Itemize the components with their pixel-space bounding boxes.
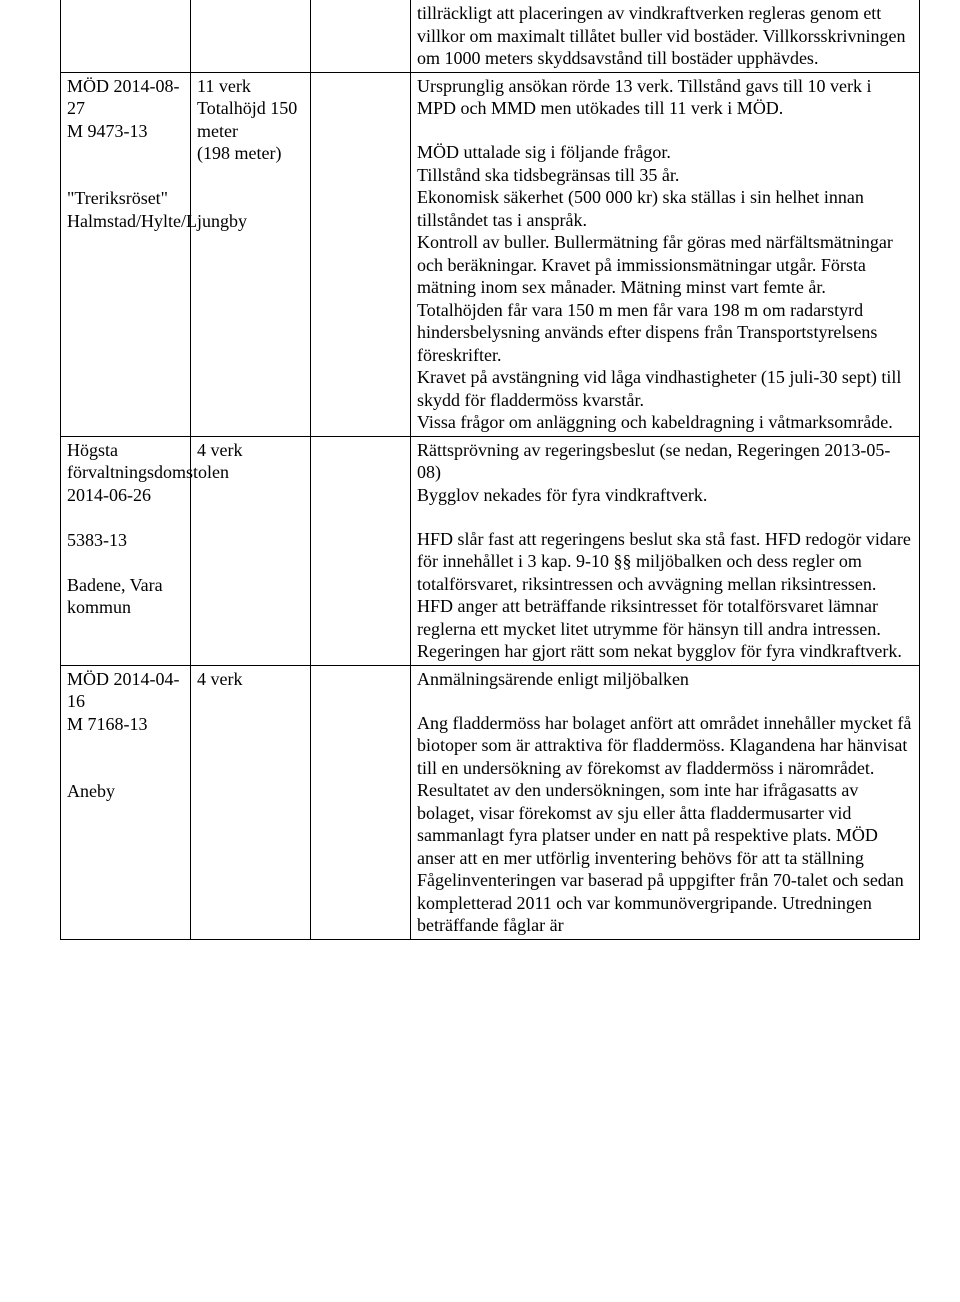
line (67, 551, 184, 574)
para: HFD slår fast att regeringens beslut ska… (417, 528, 913, 663)
line: M 9473-13 (67, 120, 184, 143)
cell-summary: Ursprunglig ansökan rörde 13 verk. Tills… (411, 72, 920, 436)
cell-blank (311, 0, 411, 72)
cell-case: MÖD 2014-08-27 M 9473-13 "Treriksröset" … (61, 72, 191, 436)
line: MÖD 2014-08-27 (67, 75, 184, 120)
cell-blank (311, 72, 411, 436)
line (67, 165, 184, 188)
line: (198 meter) (197, 142, 304, 165)
cell-facts: 4 verk (191, 665, 311, 939)
line: 11 verk (197, 75, 304, 98)
line (67, 142, 184, 165)
case-table: tillräckligt att placeringen av vindkraf… (60, 0, 920, 940)
cell-blank (311, 665, 411, 939)
line: Högsta förvaltningsdomstolen 2014-06-26 (67, 439, 184, 507)
line: Totalhöjd 150 meter (197, 97, 304, 142)
line (67, 758, 184, 781)
line (67, 735, 184, 758)
line: 5383-13 (67, 529, 184, 552)
para: Anmälningsärende enligt miljöbalken (417, 668, 913, 691)
para: tillräckligt att placeringen av vindkraf… (417, 2, 913, 70)
cell-blank (311, 436, 411, 665)
table-row: Högsta förvaltningsdomstolen 2014-06-26 … (61, 436, 920, 665)
cell-case: MÖD 2014-04-16 M 7168-13 Aneby (61, 665, 191, 939)
table-row: tillräckligt att placeringen av vindkraf… (61, 0, 920, 72)
line: Aneby (67, 780, 184, 803)
cell-summary: Anmälningsärende enligt miljöbalken Ang … (411, 665, 920, 939)
table-row: MÖD 2014-08-27 M 9473-13 "Treriksröset" … (61, 72, 920, 436)
line (67, 506, 184, 529)
para: Rättsprövning av regeringsbeslut (se ned… (417, 439, 913, 507)
cell-summary: tillräckligt att placeringen av vindkraf… (411, 0, 920, 72)
line: Halmstad/Hylte/Ljungby (67, 210, 184, 233)
line: 4 verk (197, 439, 304, 462)
line: 4 verk (197, 668, 304, 691)
para: MÖD uttalade sig i följande frågor.Tills… (417, 141, 913, 434)
cell-summary: Rättsprövning av regeringsbeslut (se ned… (411, 436, 920, 665)
line: Badene, Vara kommun (67, 574, 184, 619)
para: Ang fladdermöss har bolaget anfört att o… (417, 712, 913, 937)
page: tillräckligt att placeringen av vindkraf… (0, 0, 960, 1302)
line: M 7168-13 (67, 713, 184, 736)
line: "Treriksröset" (67, 187, 184, 210)
cell-facts (191, 0, 311, 72)
cell-case: Högsta förvaltningsdomstolen 2014-06-26 … (61, 436, 191, 665)
line: MÖD 2014-04-16 (67, 668, 184, 713)
para: Ursprunglig ansökan rörde 13 verk. Tills… (417, 75, 913, 120)
table-row: MÖD 2014-04-16 M 7168-13 Aneby 4 verk An… (61, 665, 920, 939)
cell-case (61, 0, 191, 72)
cell-facts: 11 verk Totalhöjd 150 meter (198 meter) (191, 72, 311, 436)
